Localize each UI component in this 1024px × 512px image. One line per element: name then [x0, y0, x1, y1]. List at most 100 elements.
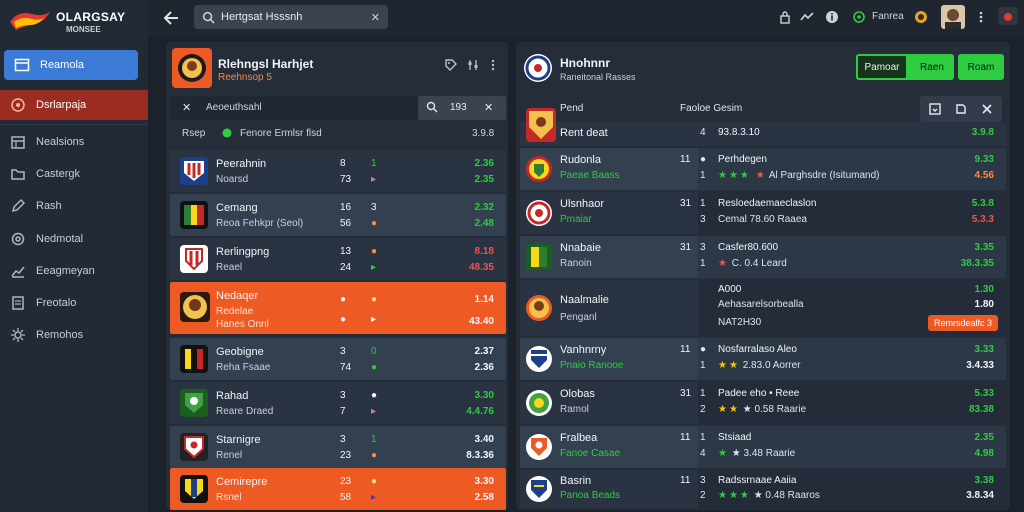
match-label: Casfer80.600 [718, 242, 779, 253]
export-icon[interactable] [928, 102, 942, 116]
match-detail [698, 236, 1006, 278]
adjust-icon[interactable] [466, 58, 480, 72]
notification-badge[interactable] [998, 7, 1018, 25]
lock-icon[interactable] [778, 10, 792, 24]
table-row[interactable]: Peerahnin Noarsd 8 73 1 ▸ 2.36 2.35 [170, 150, 506, 192]
back-arrow-icon[interactable] [162, 8, 182, 28]
team-name: Cemirepre [216, 476, 268, 488]
info-icon[interactable] [825, 10, 839, 24]
team-name: Rahad [216, 390, 249, 402]
table-row-selected[interactable]: Nedaqer Redelae Hanes Onnl ● ● ● ▸ 1.14 … [170, 282, 506, 334]
clear-search-icon[interactable]: ✕ [370, 11, 380, 24]
clear-filter-icon[interactable]: ✕ [484, 102, 494, 114]
stat: ● [371, 390, 378, 401]
sidebar-item-7[interactable]: Freotalo [0, 288, 148, 318]
stat: 13 [340, 246, 352, 257]
row-index: 4 [700, 448, 706, 459]
table-row[interactable]: Basrin Panoa Beads 11 3 2 Radssrnaae Aai… [520, 470, 1006, 508]
match-label: Perhdegen [718, 154, 767, 165]
close-filter-icon[interactable]: ✕ [182, 102, 192, 114]
table-row[interactable]: Nnabaie Ranoin 31 3 1 Casfer80.600 ★ C. … [520, 236, 1006, 278]
filter-value: 193 [450, 102, 467, 113]
club-crest-icon [526, 476, 552, 502]
table-row[interactable]: Ulsnhaor Pmaiar 31 1 3 Resloedaemaeclasl… [520, 192, 1006, 234]
gear-icon [11, 328, 25, 342]
team-name: Ulsnhaor [560, 198, 605, 210]
sidebar-item-4[interactable]: Rash [0, 191, 148, 221]
target-icon [11, 98, 25, 112]
document-icon [12, 296, 24, 310]
odds-pill-button[interactable]: Remrsdealfc 3 [927, 315, 998, 331]
table-row[interactable]: Olobas Ramol 31 1 2 Padee eho • Reee ★★ … [520, 382, 1006, 424]
activity-icon[interactable] [800, 10, 814, 24]
coin-icon[interactable] [914, 10, 928, 24]
avatar[interactable] [941, 5, 965, 29]
refresh-icon[interactable] [852, 10, 866, 24]
sidebar-item-label: Eeagmeyan [36, 265, 95, 277]
table-row[interactable]: Geobigne Reha Fsaae 3 74 0 ● 2.37 2.36 [170, 338, 506, 380]
sidebar-item-8[interactable]: Remohos [0, 320, 148, 350]
table-row[interactable]: Vanhnrny Pnaio Ranooe 11 ● 1 Nosfarralas… [520, 338, 1006, 380]
sidebar-item-6[interactable]: Eeagmeyan [0, 256, 148, 286]
sidebar-item-2[interactable]: Nealsions [0, 127, 148, 157]
row-index: 1 [700, 258, 706, 269]
sidebar-item-3[interactable]: Castergk [0, 159, 148, 189]
football-icon [222, 128, 232, 138]
row-index: ● [700, 154, 707, 165]
match-detail-text: ★★★ ★ Al Parghsdre (Isitumand) [718, 170, 880, 181]
odds-value: 2.58 [474, 492, 494, 503]
search-icon [202, 11, 215, 24]
table-row[interactable]: Cemirepre Rsnel 23 58 ● ▸ 3.30 2.58 [170, 468, 506, 510]
sidebar-item-1[interactable]: Dsrlarpaja [0, 90, 148, 120]
team-sub: Panoa Beads [560, 490, 621, 501]
segment-button[interactable]: Roam [958, 54, 1004, 80]
account-label[interactable]: Fanrea [872, 11, 904, 22]
more-vertical-icon[interactable] [974, 10, 988, 24]
rating-stars-icon: ★★ [718, 404, 740, 415]
team-name: Nedaqer [216, 290, 259, 302]
match-label: Radssrnaae Aaiia [718, 475, 797, 486]
table-row[interactable]: Naalmalie Penganl A000 Aehasarelsorbeall… [520, 280, 1006, 336]
odds-value: 5.3.8 [971, 198, 994, 209]
stat: ▸ [371, 314, 377, 325]
odds-value: 5.3.3 [971, 214, 994, 225]
table-row[interactable]: Rudonla Paeae Baass 11 ● 1 Perhdegen ★★★… [520, 148, 1006, 190]
stat: ● [371, 246, 378, 257]
table-row[interactable]: Fralbea Fanoe Casae 11 1 4 Stsiaad ★ ★ 3… [520, 426, 1006, 468]
search-input[interactable]: Hertgsat Hsssnh ✕ [194, 5, 388, 29]
rating-stars-icon: ★★ [718, 360, 740, 371]
app-logo[interactable]: OLARGSAY MONSEE [8, 6, 144, 36]
stat: 11 [680, 344, 691, 355]
segment-button[interactable]: Raen [910, 54, 954, 80]
row-index: 2 [700, 490, 706, 501]
match-detail-text: Aehasarelsorbealla [718, 299, 804, 310]
table-row[interactable]: Starnigre Renel 3 23 1 ● 3.40 8.3.36 [170, 426, 506, 468]
tag-icon[interactable] [444, 58, 458, 72]
team-sub: Hanes Onnl [216, 319, 269, 330]
odds-value: 4.98 [974, 448, 994, 459]
segment-button[interactable]: Pamoar [856, 54, 908, 80]
logo-mark-icon [10, 12, 50, 30]
team-name: Starnigre [216, 434, 261, 446]
sidebar-item-5[interactable]: Nedmotal [0, 224, 148, 254]
table-row[interactable]: Rahad Reare Draed 3 7 ● ▸ 3.30 4.4.76 [170, 382, 506, 424]
league-logo-icon [524, 54, 552, 82]
table-row-header[interactable]: Rent deat 4 93.8.3.10 3.9.8 [520, 108, 1006, 146]
table-row[interactable]: Rerlingpng Reael 13 24 ● ▸ 8.18 48.35 [170, 238, 506, 280]
table-row[interactable]: Cemang Reoa Fehkpr (Seol) 16 56 3 ● 2.32… [170, 194, 506, 236]
copy-icon[interactable] [954, 102, 968, 116]
sidebar-item-label: Reamola [40, 59, 85, 71]
stat: ● [371, 362, 378, 373]
filter-search[interactable]: 193 ✕ [418, 96, 506, 120]
stat: 31 [680, 388, 692, 399]
stat: 3 [340, 346, 346, 357]
row-index: ● [700, 344, 707, 355]
club-crest-icon [180, 201, 208, 229]
odds-value: 2.36 [474, 158, 494, 169]
chart-icon [11, 266, 25, 278]
team-sub: Ramol [560, 404, 589, 415]
close-icon[interactable] [980, 102, 994, 116]
more-vertical-icon[interactable] [486, 58, 500, 72]
stat: 0 [371, 346, 377, 357]
sidebar-item-0[interactable]: Reamola [4, 50, 138, 80]
